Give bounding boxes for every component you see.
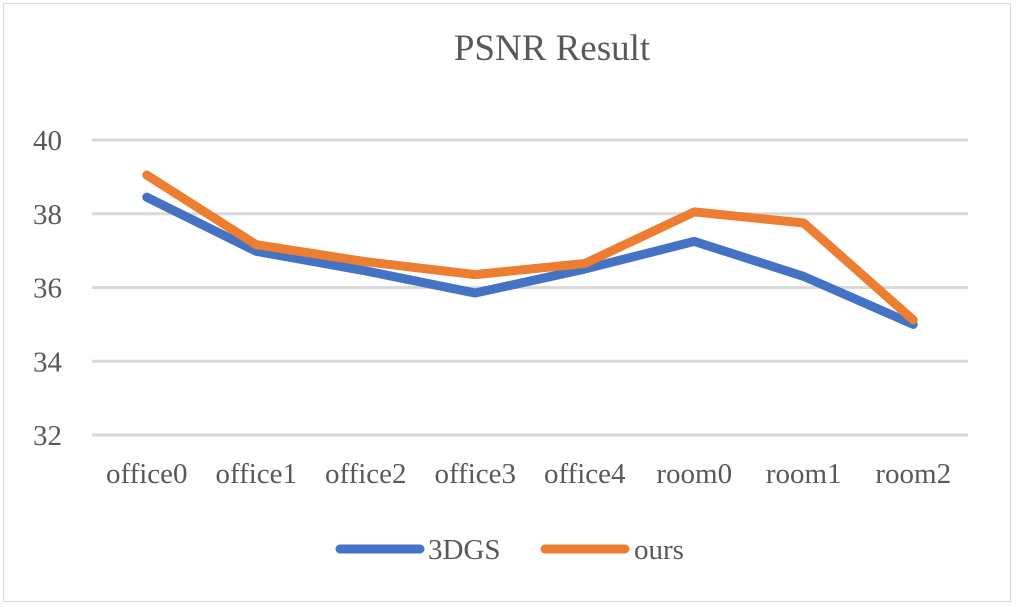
y-axis-ticks: 32 34 36 38 40 <box>33 125 63 452</box>
series-line-3dgs <box>142 192 918 329</box>
series-line-ours <box>142 170 918 325</box>
x-tick-label: office4 <box>544 458 626 490</box>
gridlines <box>92 138 968 437</box>
x-tick-label: room0 <box>656 458 732 490</box>
series-lines <box>142 170 918 329</box>
x-tick-label: room1 <box>766 458 842 490</box>
y-tick-label: 40 <box>33 125 62 157</box>
x-tick-label: office3 <box>434 458 516 490</box>
legend-item-ours: ours <box>540 534 684 566</box>
legend-item-3dgs: 3DGS <box>335 534 501 566</box>
x-tick-label: room2 <box>875 458 951 490</box>
chart-frame <box>3 3 1011 602</box>
y-tick-label: 34 <box>33 346 63 378</box>
x-tick-label: office0 <box>106 458 188 490</box>
legend: 3DGS ours <box>335 534 684 566</box>
y-tick-label: 32 <box>33 420 62 452</box>
y-tick-label: 38 <box>33 199 62 231</box>
legend-label: ours <box>634 534 684 566</box>
x-axis-ticks: office0 office1 office2 office3 office4 room0… <box>106 458 951 490</box>
x-tick-label: office2 <box>325 458 407 490</box>
x-tick-label: office1 <box>215 458 297 490</box>
y-tick-label: 36 <box>33 273 62 305</box>
chart-title: PSNR Result <box>454 28 651 69</box>
legend-label: 3DGS <box>428 534 501 566</box>
